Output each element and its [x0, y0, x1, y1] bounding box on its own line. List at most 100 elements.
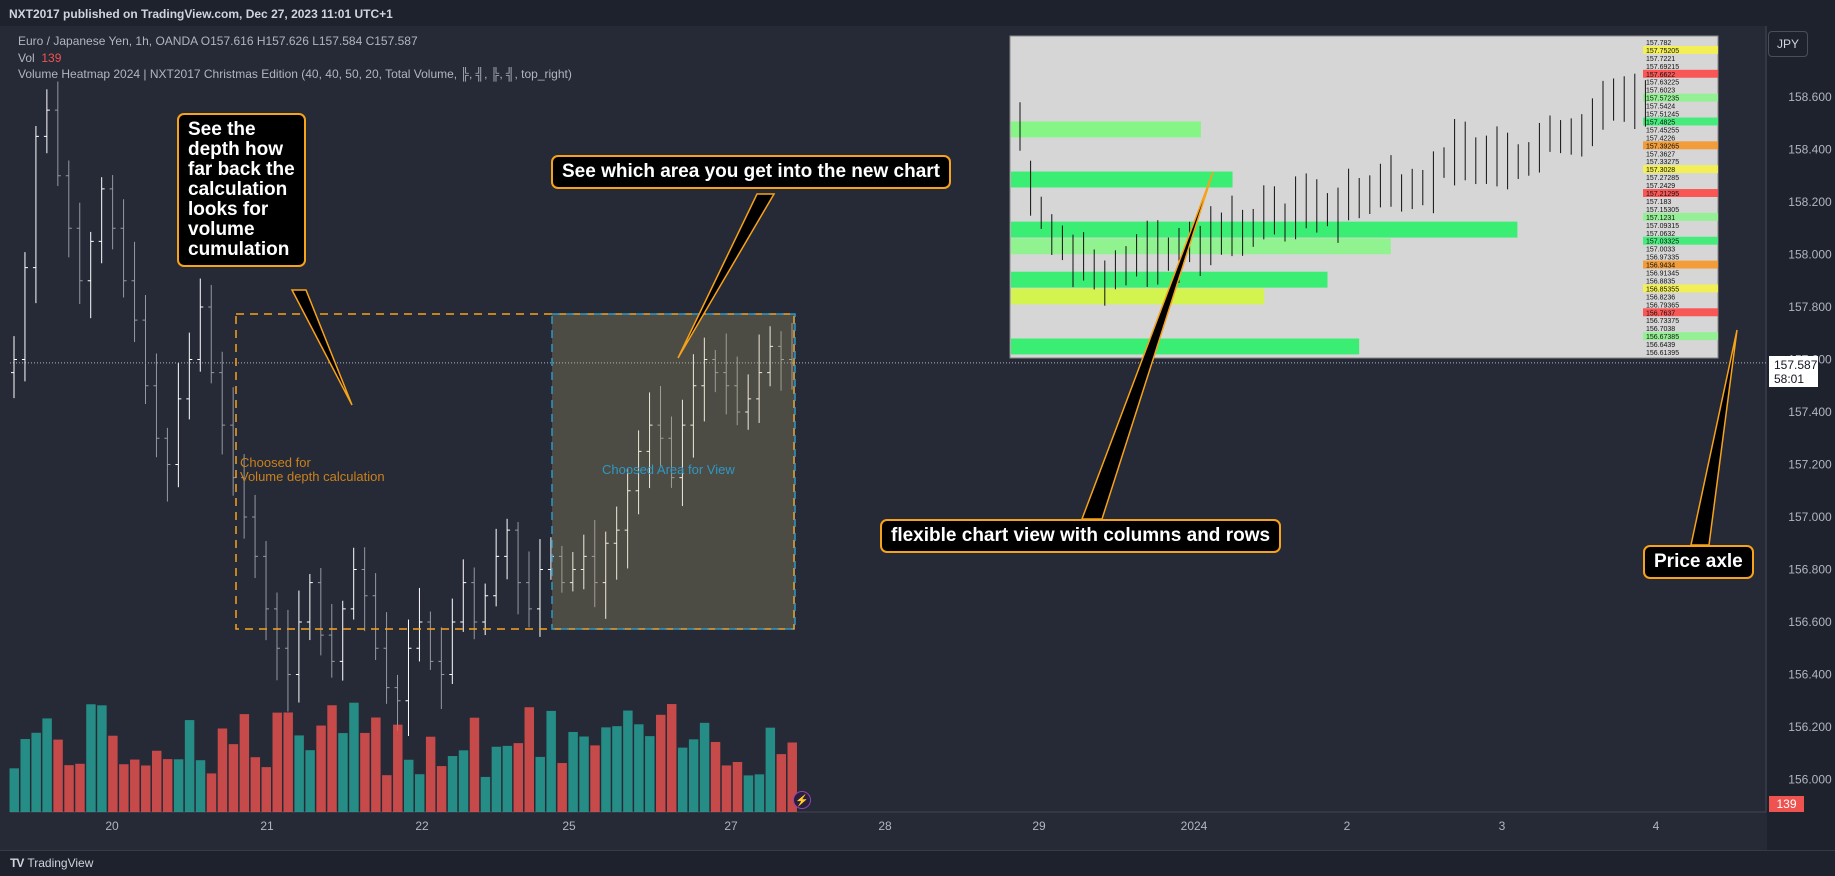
heatmap-price-label: 157.33275	[1646, 159, 1679, 166]
heatmap-price-cell	[1643, 236, 1718, 245]
volume-bar	[458, 750, 469, 812]
lightning-icon[interactable]: ⚡	[793, 791, 811, 809]
heatmap-price-label: 156.85355	[1646, 286, 1679, 293]
heatmap-price-label: 157.4226	[1646, 135, 1675, 142]
volume-bar	[656, 714, 666, 812]
currency-button[interactable]: JPY	[1768, 31, 1808, 57]
x-tick-label: 21	[260, 819, 274, 833]
volume-bar	[414, 774, 425, 812]
heatmap-price-cell	[1643, 69, 1718, 78]
price-axle-callout: Price axle	[1643, 545, 1754, 579]
heatmap-row	[1011, 171, 1233, 188]
y-tick-label: 158.000	[1788, 248, 1832, 262]
heatmap-price-label: 157.4825	[1646, 119, 1675, 126]
volume-bar	[130, 759, 140, 812]
y-tick-label: 156.800	[1788, 563, 1832, 577]
volume-bar	[338, 733, 348, 812]
volume-bar	[151, 750, 162, 812]
heatmap-price-label: 156.8835	[1646, 278, 1675, 285]
volume-bar	[239, 714, 250, 812]
heatmap-price-label: 156.67385	[1646, 334, 1679, 341]
x-tick-label: 22	[415, 819, 429, 833]
heatmap-price-label: 157.6622	[1646, 72, 1675, 79]
depth-pointer	[290, 289, 353, 406]
footer: TV TradingView	[0, 850, 1835, 876]
volume-bar	[524, 707, 534, 812]
volume-bar	[228, 744, 239, 812]
y-tick-label: 157.400	[1788, 405, 1832, 419]
x-tick-label: 20	[105, 819, 119, 833]
volume-bar	[623, 710, 633, 812]
volume-bar	[480, 776, 491, 812]
volume-bar	[557, 763, 567, 812]
volume-bar	[425, 736, 436, 812]
y-tick-label: 157.800	[1788, 300, 1832, 314]
heatmap-price-label: 157.57235	[1646, 96, 1679, 103]
volume-bar	[393, 724, 403, 812]
volume-bar	[645, 736, 655, 812]
volume-bar	[491, 746, 502, 812]
vol-label: Vol	[18, 50, 35, 65]
volume-bar	[776, 754, 787, 812]
volume-legend[interactable]: Vol 139	[18, 50, 572, 67]
price-axis	[1767, 26, 1835, 850]
heatmap-price-cell	[1643, 308, 1718, 317]
tradingview-logo[interactable]: TV TradingView	[10, 856, 94, 870]
vol-value: 139	[41, 50, 62, 65]
volume-bar	[42, 718, 52, 812]
volume-bar	[535, 756, 545, 812]
volume-bar	[184, 720, 195, 812]
y-tick-label: 157.000	[1788, 510, 1832, 524]
heatmap-price-label: 157.69215	[1646, 64, 1679, 71]
y-tick-label: 158.200	[1788, 195, 1832, 209]
heatmap-price-label: 157.21295	[1646, 191, 1679, 198]
heatmap-price-cell	[1643, 117, 1718, 126]
chart-legend: Euro / Japanese Yen, 1h, OANDA O157.616 …	[18, 33, 572, 83]
volume-bar	[141, 765, 151, 812]
volume-bar	[20, 739, 30, 812]
top-bar: NXT2017 published on TradingView.com, De…	[0, 0, 1835, 26]
heatmap-price-label: 157.51245	[1646, 112, 1679, 119]
heatmap-price-label: 157.0033	[1646, 247, 1675, 254]
volume-bar	[294, 735, 304, 812]
volume-badge: 139	[1769, 796, 1804, 812]
volume-bar	[195, 760, 206, 812]
heatmap-price-label: 157.6023	[1646, 88, 1675, 95]
heatmap-price-cell	[1643, 189, 1718, 197]
heatmap-price-label: 156.97335	[1646, 255, 1679, 262]
heatmap-row	[1011, 338, 1360, 355]
volume-bar	[765, 727, 776, 812]
volume-bar	[250, 757, 261, 812]
area-pointer	[677, 193, 776, 359]
depth-callout: See the depth how far back the calculati…	[177, 113, 306, 267]
heatmap-price-label: 157.5424	[1646, 104, 1675, 111]
publish-info: NXT2017 published on TradingView.com, De…	[9, 7, 393, 21]
bar-countdown: 58:01	[1774, 372, 1805, 386]
volume-bar	[382, 775, 392, 812]
volume-bar	[436, 766, 447, 812]
heatmap-price-cell	[1643, 141, 1718, 150]
volume-bar	[261, 767, 272, 812]
x-tick-label: 3	[1499, 819, 1506, 833]
volume-bar	[206, 773, 217, 812]
heatmap-price-label: 156.61395	[1646, 350, 1679, 357]
volume-bar	[173, 759, 184, 812]
heatmap-price-label: 156.8236	[1646, 294, 1675, 301]
volume-bar	[283, 712, 293, 812]
volume-bar	[513, 743, 524, 812]
heatmap-row	[1011, 121, 1201, 138]
heatmap-row	[1011, 238, 1391, 255]
volume-bar	[502, 745, 513, 812]
last-price-value: 157.587	[1774, 358, 1818, 372]
volume-bar	[546, 710, 556, 812]
depth-box-label: Choosed for Volume depth calculation	[240, 456, 385, 484]
heatmap-price-label: 157.75205	[1646, 48, 1679, 55]
heatmap-price-label: 157.7221	[1646, 56, 1675, 63]
volume-bar	[162, 759, 173, 812]
volume-bar	[469, 717, 480, 812]
indicator-legend[interactable]: Volume Heatmap 2024 | NXT2017 Christmas …	[18, 67, 572, 81]
volume-bar	[349, 702, 359, 812]
symbol-ohlc[interactable]: Euro / Japanese Yen, 1h, OANDA O157.616 …	[18, 34, 418, 48]
heatmap-price-label: 157.3028	[1646, 167, 1675, 174]
